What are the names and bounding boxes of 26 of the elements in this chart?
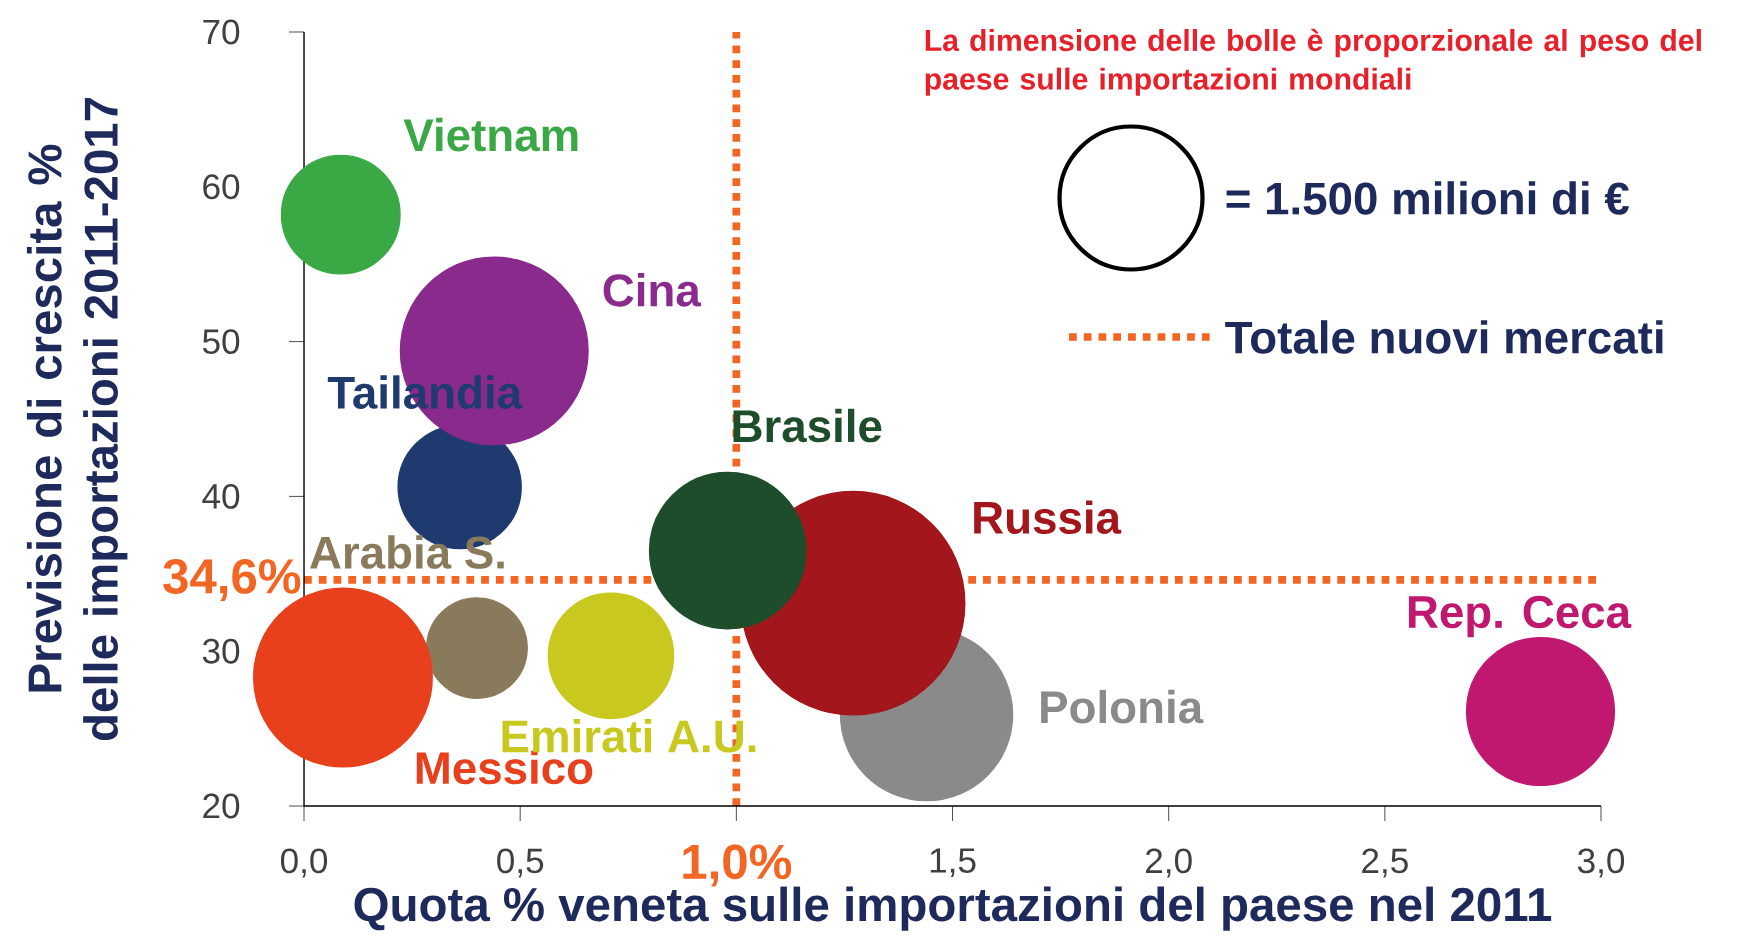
y-tick-label: 60 <box>203 174 240 200</box>
legend-label: = 1.500 milioni di € <box>1226 181 1629 215</box>
x-tick-label: 3,0 <box>1577 848 1625 878</box>
y-tick-label: 30 <box>202 638 240 664</box>
y-tick-label: 40 <box>202 483 240 509</box>
series-label: Russia <box>974 500 1122 534</box>
x-tick-label: 2,5 <box>1362 848 1408 878</box>
y-axis-title: Previsione di crescita % delle importazioni 2011-2017 <box>26 98 128 741</box>
x-tick-label: 0,0 <box>280 848 328 878</box>
series-label: Vietnam <box>403 117 578 152</box>
y-tick-label: 20 <box>203 793 240 819</box>
annotation: Totale nuovi mercati <box>1225 320 1663 354</box>
ref-line-label: 1,0% <box>683 844 792 887</box>
series-label: Polonia <box>1041 689 1204 724</box>
series-label: Rep. Ceca <box>1408 595 1632 638</box>
annotation: La dimensione delle bolle è proporzionale al peso del paese sulle importazioni mondiali <box>925 28 1701 96</box>
series-label: Cina <box>603 273 702 307</box>
series-label: Brasile <box>733 408 882 443</box>
series-label: Arabia S. <box>310 535 504 569</box>
ref-line-label: 34,6% <box>163 558 301 601</box>
x-axis-title: Quota % veneta sulle importazioni del paese nel 2011 <box>354 886 1552 931</box>
y-tick-label: 70 <box>203 19 240 45</box>
y-tick-label: 50 <box>202 329 240 355</box>
x-tick-label: 1,5 <box>930 848 976 878</box>
x-tick-label: 0,5 <box>497 848 544 878</box>
x-tick-label: 2,0 <box>1146 848 1192 878</box>
